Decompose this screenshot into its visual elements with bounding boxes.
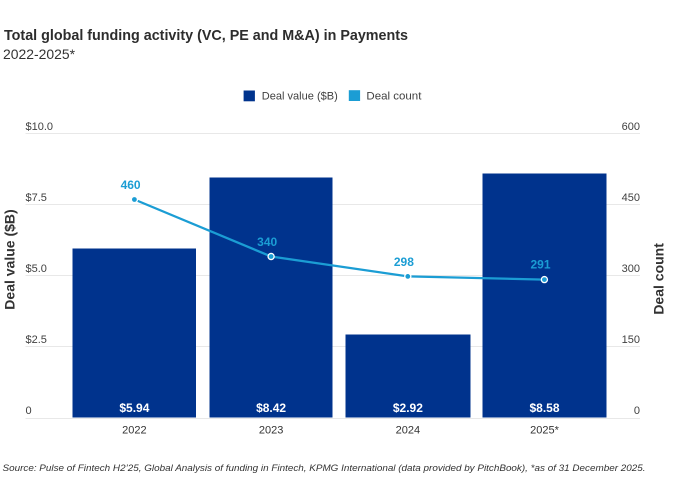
svg-text:291: 291 <box>530 258 550 272</box>
svg-text:Deal value ($B): Deal value ($B) <box>262 91 338 103</box>
svg-text:450: 450 <box>622 192 640 204</box>
svg-text:$5.0: $5.0 <box>26 263 47 275</box>
svg-text:2025*: 2025* <box>530 425 559 437</box>
svg-text:Deal count: Deal count <box>366 91 421 103</box>
svg-text:298: 298 <box>394 255 414 269</box>
svg-text:2022: 2022 <box>122 425 146 437</box>
svg-text:0: 0 <box>26 405 32 417</box>
svg-text:600: 600 <box>622 121 640 133</box>
svg-text:Source: Pulse of Fintech H2’25: Source: Pulse of Fintech H2’25, Global A… <box>3 463 646 474</box>
svg-text:460: 460 <box>121 178 141 192</box>
svg-text:300: 300 <box>622 263 640 275</box>
svg-text:150: 150 <box>622 334 640 346</box>
svg-text:$7.5: $7.5 <box>26 192 47 204</box>
svg-text:340: 340 <box>257 235 277 249</box>
svg-text:2024: 2024 <box>396 425 420 437</box>
svg-text:$2.92: $2.92 <box>393 401 423 415</box>
svg-text:2022-2025*: 2022-2025* <box>3 47 76 62</box>
svg-text:$5.94: $5.94 <box>119 401 149 415</box>
svg-text:$8.42: $8.42 <box>256 401 286 415</box>
svg-text:Deal value ($B): Deal value ($B) <box>1 209 17 309</box>
svg-text:0: 0 <box>634 405 640 417</box>
svg-text:2023: 2023 <box>259 425 283 437</box>
svg-text:Deal count: Deal count <box>650 243 666 315</box>
svg-text:$8.58: $8.58 <box>529 401 559 415</box>
svg-text:$10.0: $10.0 <box>26 121 54 133</box>
svg-text:$2.5: $2.5 <box>26 334 47 346</box>
svg-text:Total global funding activity: Total global funding activity (VC, PE an… <box>4 27 408 44</box>
